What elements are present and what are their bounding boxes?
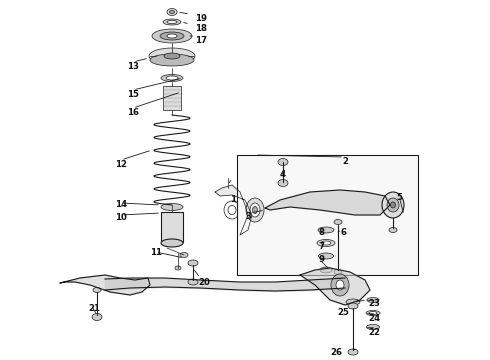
Ellipse shape — [348, 349, 358, 355]
Polygon shape — [60, 275, 150, 295]
Ellipse shape — [387, 198, 399, 212]
Ellipse shape — [160, 32, 184, 40]
Ellipse shape — [389, 228, 397, 233]
Ellipse shape — [161, 203, 183, 211]
Text: 5: 5 — [396, 193, 402, 202]
Ellipse shape — [318, 253, 334, 259]
Ellipse shape — [367, 297, 379, 302]
Ellipse shape — [320, 267, 332, 273]
Ellipse shape — [152, 29, 192, 43]
Polygon shape — [265, 190, 390, 215]
Ellipse shape — [188, 260, 198, 266]
Text: 17: 17 — [195, 36, 207, 45]
Bar — [163, 86, 181, 110]
Ellipse shape — [250, 203, 260, 217]
Ellipse shape — [164, 53, 180, 59]
Ellipse shape — [150, 54, 194, 66]
Text: 6: 6 — [340, 228, 346, 237]
Text: 4: 4 — [280, 170, 286, 179]
Ellipse shape — [369, 311, 377, 315]
Ellipse shape — [167, 34, 177, 38]
Text: 23: 23 — [368, 299, 380, 308]
Text: 24: 24 — [368, 314, 380, 323]
Ellipse shape — [348, 303, 358, 309]
Ellipse shape — [334, 220, 342, 225]
Text: 15: 15 — [127, 90, 139, 99]
Text: 10: 10 — [115, 213, 127, 222]
Text: 11: 11 — [150, 248, 162, 257]
Text: 2: 2 — [342, 157, 348, 166]
Ellipse shape — [175, 266, 181, 270]
Ellipse shape — [346, 299, 360, 305]
Ellipse shape — [366, 310, 380, 315]
Text: 7: 7 — [318, 242, 324, 251]
Text: 26: 26 — [330, 348, 342, 357]
Text: 9: 9 — [318, 255, 324, 264]
Polygon shape — [300, 268, 370, 305]
Ellipse shape — [321, 241, 331, 245]
Ellipse shape — [278, 180, 288, 186]
Ellipse shape — [167, 21, 177, 23]
Text: 13: 13 — [127, 62, 139, 71]
Ellipse shape — [336, 280, 344, 290]
Text: 3: 3 — [245, 212, 251, 221]
Ellipse shape — [382, 192, 404, 218]
Ellipse shape — [170, 10, 174, 13]
Text: 19: 19 — [195, 14, 207, 23]
Text: 12: 12 — [115, 160, 127, 169]
Ellipse shape — [92, 314, 102, 320]
Polygon shape — [215, 185, 252, 235]
Ellipse shape — [180, 252, 188, 257]
Ellipse shape — [149, 48, 195, 64]
Ellipse shape — [334, 270, 342, 274]
Ellipse shape — [166, 76, 178, 80]
Ellipse shape — [391, 202, 395, 208]
Ellipse shape — [331, 274, 349, 296]
Text: 8: 8 — [318, 228, 324, 237]
Ellipse shape — [161, 239, 183, 247]
Text: 18: 18 — [195, 24, 207, 33]
Ellipse shape — [167, 9, 177, 15]
Text: 1: 1 — [230, 195, 236, 204]
Ellipse shape — [163, 19, 181, 25]
Ellipse shape — [188, 279, 198, 285]
Bar — [161, 212, 183, 242]
Ellipse shape — [318, 227, 334, 233]
Bar — [237, 155, 418, 275]
Text: 22: 22 — [368, 328, 380, 337]
Text: 20: 20 — [198, 278, 210, 287]
Text: 14: 14 — [115, 200, 127, 209]
Text: 21: 21 — [88, 304, 100, 313]
Ellipse shape — [278, 158, 288, 166]
Ellipse shape — [317, 239, 335, 247]
Ellipse shape — [93, 288, 101, 292]
Text: 25: 25 — [337, 308, 349, 317]
Ellipse shape — [246, 198, 264, 222]
Text: 16: 16 — [127, 108, 139, 117]
Ellipse shape — [161, 75, 183, 81]
Ellipse shape — [367, 324, 379, 329]
Ellipse shape — [252, 207, 258, 213]
